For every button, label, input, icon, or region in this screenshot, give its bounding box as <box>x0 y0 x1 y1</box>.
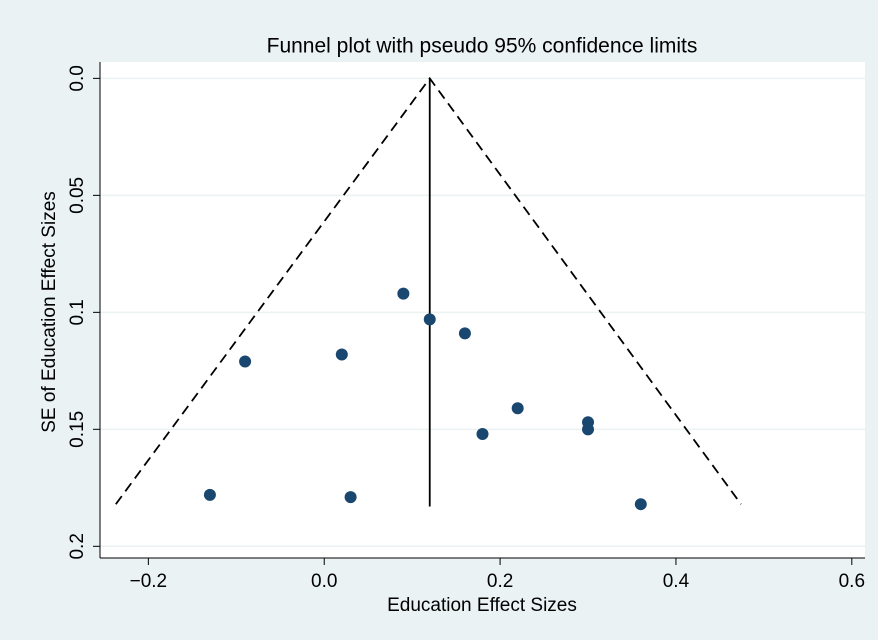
point <box>634 498 647 511</box>
x-axis-label: Education Effect Sizes <box>387 595 577 616</box>
y-tick-label: 0.05 <box>67 177 88 214</box>
y-tick-label: 0.1 <box>67 299 88 325</box>
point <box>344 491 357 504</box>
x-tick-label: 0.0 <box>311 571 337 592</box>
x-tick-label: −0.2 <box>130 571 168 592</box>
point <box>335 348 348 361</box>
x-tick-label: 0.6 <box>839 571 865 592</box>
y-axis-label: SE of Education Effect Sizes <box>39 191 60 433</box>
x-tick-label: 0.2 <box>487 571 513 592</box>
plot-area <box>100 62 865 558</box>
y-tick-label: 0.2 <box>67 533 88 559</box>
point <box>458 327 471 340</box>
y-tick-label: 0.0 <box>67 65 88 91</box>
point <box>203 488 216 501</box>
point <box>582 423 595 436</box>
point <box>511 402 524 415</box>
point <box>476 428 489 440</box>
point <box>423 313 436 326</box>
point <box>239 355 252 368</box>
point <box>397 287 410 300</box>
chart-title: Funnel plot with pseudo 95% confidence l… <box>267 35 698 58</box>
reference-line <box>115 76 742 505</box>
x-tick-label: 0.4 <box>663 571 690 592</box>
y-tick-label: 0.15 <box>67 411 88 448</box>
